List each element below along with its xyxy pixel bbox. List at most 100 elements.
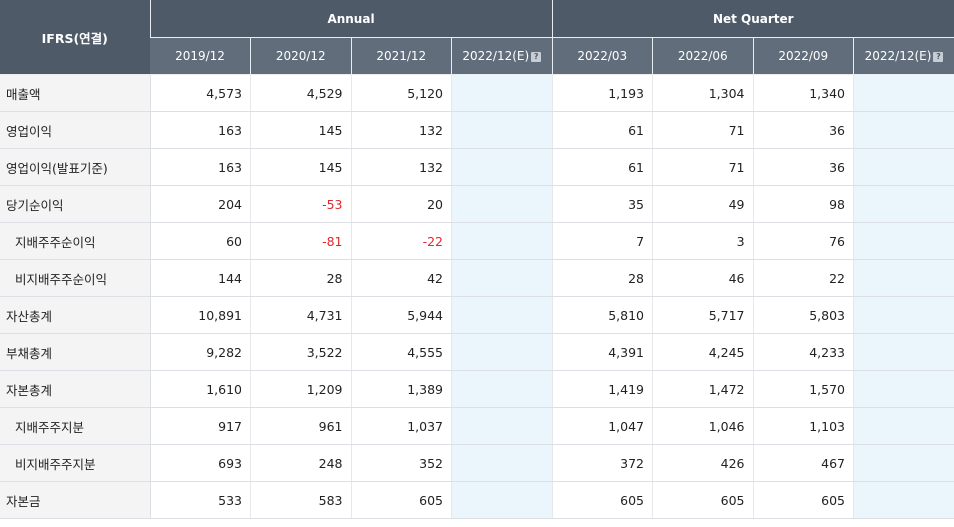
value-cell [853,407,954,445]
value-cell [853,148,954,186]
value-cell: 71 [652,111,754,149]
value-cell: 61 [552,148,654,186]
period-header-estimate: 2022/12(E)? [853,37,954,75]
value-cell: 49 [652,185,754,223]
value-cell: 3,522 [250,333,352,371]
value-cell: 372 [552,444,654,482]
value-cell: 1,047 [552,407,654,445]
row-label: 자본총계 [0,370,151,408]
value-cell: 5,944 [351,296,452,334]
value-cell: 144 [150,259,251,297]
help-icon[interactable]: ? [531,52,542,62]
value-cell [853,259,954,297]
value-cell [451,148,553,186]
value-cell: 533 [150,481,251,519]
value-cell: 163 [150,148,251,186]
value-cell [451,370,553,408]
value-cell: 1,046 [652,407,754,445]
header-row-periods: 2019/12 2020/12 2021/12 2022/12(E)? 2022… [0,37,954,75]
value-cell: 1,340 [753,74,855,112]
value-cell: 5,120 [351,74,452,112]
table-row: 자본금 533 583 605 605 605 605 [0,481,954,519]
period-header: 2021/12 [350,37,452,75]
value-cell [451,481,553,519]
value-cell: 28 [250,259,352,297]
value-cell [853,296,954,334]
value-cell: -53 [250,185,352,223]
period-header: 2022/09 [752,37,854,75]
value-cell: 248 [250,444,352,482]
value-cell: 1,610 [150,370,251,408]
value-cell [451,296,553,334]
table-row: 지배주주지분 917 961 1,037 1,047 1,046 1,103 [0,407,954,445]
value-cell: 426 [652,444,754,482]
period-header-estimate: 2022/12(E)? [451,37,553,75]
table-row: 비지배주주순이익 144 28 42 28 46 22 [0,259,954,297]
value-cell: -22 [351,222,452,260]
value-cell: 4,731 [250,296,352,334]
value-cell: 4,573 [150,74,251,112]
value-cell [853,481,954,519]
period-header: 2022/03 [551,37,653,75]
value-cell: 4,233 [753,333,855,371]
value-cell [451,111,553,149]
value-cell: 1,570 [753,370,855,408]
value-cell [853,111,954,149]
value-cell: 4,555 [351,333,452,371]
accounting-standard-header: IFRS(연결) [0,0,150,75]
table-row: 자산총계 10,891 4,731 5,944 5,810 5,717 5,803 [0,296,954,334]
value-cell [451,407,553,445]
value-cell: 5,803 [753,296,855,334]
value-cell: 46 [652,259,754,297]
row-label: 지배주주지분 [0,407,151,445]
value-cell: 9,282 [150,333,251,371]
value-cell [451,333,553,371]
table-body: 매출액 4,573 4,529 5,120 1,193 1,304 1,340 영업이익 163… [0,74,954,519]
value-cell: 605 [753,481,855,519]
period-header: 2019/12 [150,37,251,75]
row-label: 영업이익 [0,111,151,149]
value-cell: 1,103 [753,407,855,445]
value-cell: 60 [150,222,251,260]
table-row: 자본총계 1,610 1,209 1,389 1,419 1,472 1,570 [0,370,954,408]
table-row: 당기순이익 204 -53 20 35 49 98 [0,185,954,223]
value-cell: 3 [652,222,754,260]
value-cell: 4,529 [250,74,352,112]
value-cell: 1,193 [552,74,654,112]
value-cell: 1,209 [250,370,352,408]
value-cell [853,185,954,223]
value-cell: 28 [552,259,654,297]
value-cell: 36 [753,148,855,186]
value-cell: 22 [753,259,855,297]
row-label: 지배주주순이익 [0,222,151,260]
table-row: 지배주주순이익 60 -81 -22 7 3 76 [0,222,954,260]
value-cell [853,74,954,112]
value-cell: 42 [351,259,452,297]
value-cell: 1,389 [351,370,452,408]
value-cell: 583 [250,481,352,519]
table-row: 매출액 4,573 4,529 5,120 1,193 1,304 1,340 [0,74,954,112]
header-row-groups: IFRS(연결) Annual Net Quarter [0,0,954,75]
value-cell: 132 [351,111,452,149]
value-cell [853,444,954,482]
help-icon[interactable]: ? [933,52,944,62]
value-cell: 4,391 [552,333,654,371]
row-label: 비지배주주지분 [0,444,151,482]
value-cell: 132 [351,148,452,186]
value-cell: 1,419 [552,370,654,408]
value-cell: 145 [250,148,352,186]
value-cell [853,222,954,260]
value-cell: 1,304 [652,74,754,112]
row-label: 자산총계 [0,296,151,334]
value-cell: 917 [150,407,251,445]
value-cell: 20 [351,185,452,223]
row-label: 부채총계 [0,333,151,371]
table-row: 비지배주주지분 693 248 352 372 426 467 [0,444,954,482]
value-cell [451,444,553,482]
value-cell: 36 [753,111,855,149]
value-cell: 61 [552,111,654,149]
value-cell: 71 [652,148,754,186]
value-cell: 204 [150,185,251,223]
value-cell [853,333,954,371]
